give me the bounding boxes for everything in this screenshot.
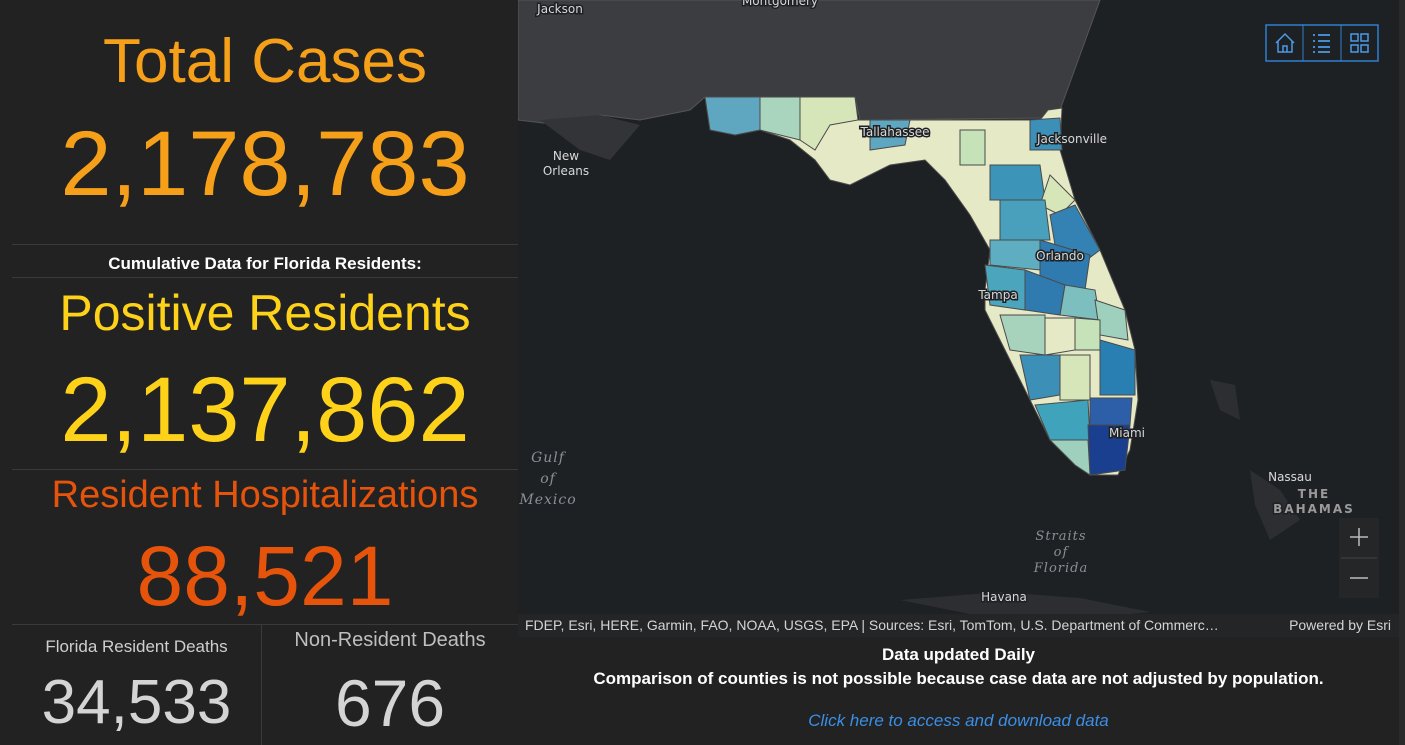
- city-label: Nassau: [1268, 470, 1312, 484]
- basemap-button[interactable]: [1350, 33, 1369, 53]
- land-bahamas-2: [1210, 380, 1240, 420]
- subtitle-box: Cumulative Data for Florida Residents:: [12, 245, 518, 278]
- hospital-title: Resident Hospitalizations: [51, 474, 479, 516]
- city-label: Miami: [1109, 426, 1145, 440]
- legend-button[interactable]: [1313, 34, 1330, 53]
- nonresident-deaths-title: Non-Resident Deaths: [294, 629, 486, 651]
- land-cuba: [900, 592, 1150, 618]
- resident-deaths-value: 34,533: [41, 668, 232, 737]
- subtitle: Cumulative Data for Florida Residents:: [108, 254, 422, 273]
- florida-counties: [704, 96, 1139, 476]
- powered-by: Powered by Esri: [1289, 617, 1391, 633]
- map[interactable]: Jackson Montgomery New Orleans Tallahass…: [518, 0, 1399, 637]
- toolbar-frame: [1265, 24, 1379, 62]
- resident-deaths-box: Florida Resident Deaths 34,533: [12, 625, 262, 745]
- country-label: BAHAMAS: [1273, 502, 1355, 516]
- total-cases-value: 2,178,783: [60, 113, 470, 215]
- water-label: Gulf: [531, 450, 567, 466]
- positive-value: 2,137,862: [60, 359, 470, 461]
- land-bahamas: [1250, 470, 1300, 540]
- footer: Data updated Daily Comparison of countie…: [518, 637, 1399, 745]
- map-labels: Jackson Montgomery New Orleans Tallahass…: [518, 0, 1355, 606]
- water-label: Mexico: [518, 492, 576, 508]
- note-text: Comparison of counties is not possible b…: [593, 669, 1324, 688]
- city-label: New: [553, 149, 579, 163]
- zoom-controls[interactable]: [1339, 518, 1379, 598]
- country-label: THE: [1298, 487, 1330, 501]
- water-label: Florida: [1033, 561, 1088, 576]
- nonresident-deaths-box: Non-Resident Deaths 676: [262, 625, 518, 745]
- city-label: Havana: [981, 590, 1027, 604]
- attribution-bar: [518, 614, 1399, 637]
- city-label: Tallahassee: [860, 125, 930, 139]
- nonresident-deaths-value: 676: [334, 666, 446, 740]
- updated-text: Data updated Daily: [881, 645, 1036, 664]
- attribution: FDEP, Esri, HERE, Garmin, FAO, NOAA, USG…: [525, 617, 1219, 633]
- city-label: Jackson: [536, 2, 583, 16]
- water-label: of: [540, 471, 557, 487]
- hospital-box: Resident Hospitalizations 88,521: [12, 470, 518, 625]
- water-label: of: [1054, 545, 1070, 560]
- stats-panel: Total Cases 2,178,783 Cumulative Data fo…: [0, 0, 518, 745]
- home-button[interactable]: [1275, 32, 1295, 53]
- download-link[interactable]: Click here to access and download data: [808, 711, 1109, 730]
- positive-title: Positive Residents: [59, 285, 471, 341]
- city-label: Tampa: [977, 288, 1017, 302]
- resident-deaths-title: Florida Resident Deaths: [45, 637, 228, 656]
- land-louisiana: [540, 115, 640, 160]
- water-label: Straits: [1035, 529, 1086, 544]
- total-cases-title: Total Cases: [103, 27, 427, 96]
- city-label: Jacksonville: [1036, 132, 1107, 146]
- total-cases-box: Total Cases 2,178,783: [12, 0, 518, 245]
- map-toolbar[interactable]: [1265, 24, 1379, 62]
- scrollbar: [1399, 0, 1405, 745]
- city-label: Orlando: [1036, 249, 1084, 263]
- city-label: Montgomery: [742, 0, 818, 8]
- zoom-in[interactable]: [1350, 528, 1368, 546]
- positive-box: Positive Residents 2,137,862: [12, 278, 518, 470]
- city-label: Orleans: [543, 164, 589, 178]
- hospital-value: 88,521: [136, 529, 394, 623]
